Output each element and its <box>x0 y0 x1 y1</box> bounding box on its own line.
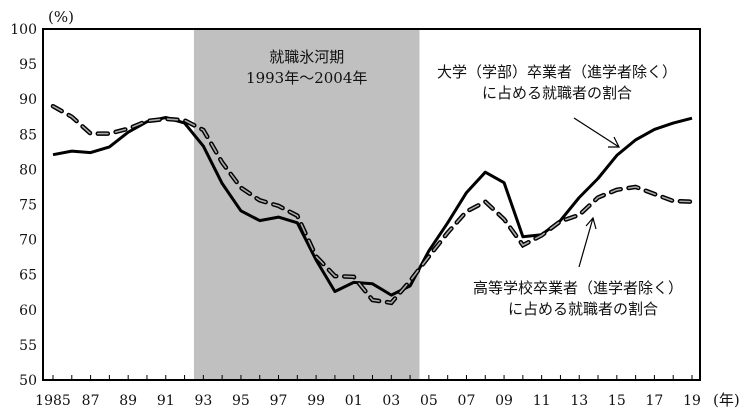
x-tick-label: 03 <box>382 393 400 409</box>
y-tick-label: 65 <box>19 268 37 284</box>
series-line-highschool <box>52 105 693 304</box>
shaded-period-title: 就職氷河期 <box>269 48 344 66</box>
series-label-university-line2: に占める就職者の割合 <box>482 84 632 102</box>
x-tick-label: 09 <box>495 393 513 409</box>
x-tick-label: 07 <box>458 393 476 409</box>
x-tick-label: 05 <box>420 393 438 409</box>
x-tick-label: 13 <box>570 393 588 409</box>
y-tick-label: 85 <box>19 127 37 143</box>
x-tick-label: 1985 <box>35 393 71 409</box>
x-unit-label: (年) <box>713 391 740 409</box>
y-tick-label: 80 <box>19 162 37 178</box>
y-tick-label: 70 <box>19 233 37 249</box>
x-tick-label: 87 <box>82 393 100 409</box>
series-group <box>50 103 695 306</box>
axes-group: 50 55 60 65 70 75 80 85 90 95 100 1985 87 89 91 93 95 97 9… <box>10 22 701 409</box>
x-tick-label: 93 <box>194 393 212 409</box>
x-tick-label: 99 <box>307 393 325 409</box>
y-tick-label: 50 <box>19 373 37 389</box>
series-label-highschool-line2: に占める就職者の割合 <box>508 300 658 318</box>
x-tick-label: 95 <box>232 393 250 409</box>
series-label-highschool-line1: 高等学校卒業者（進学者除く） <box>473 279 683 297</box>
y-tick-label: 95 <box>19 57 37 73</box>
y-tick-label: 100 <box>10 22 37 38</box>
y-unit-label: (%) <box>48 8 74 26</box>
x-tick-label: 19 <box>683 393 701 409</box>
y-tick-label: 60 <box>19 303 37 319</box>
x-tick-label: 01 <box>345 393 363 409</box>
series-label-university-line1: 大学（学部）卒業者（進学者除く） <box>437 63 677 81</box>
x-tick-label: 17 <box>645 393 663 409</box>
y-tick-label: 75 <box>19 198 37 214</box>
x-tick-label: 11 <box>533 393 551 409</box>
shaded-period-rect <box>193 29 420 380</box>
x-tick-label: 97 <box>270 393 288 409</box>
annotation-arrow-highschool <box>578 216 597 268</box>
plot-frame <box>42 28 701 381</box>
x-tick-label: 15 <box>608 393 626 409</box>
shaded-period-group <box>193 29 420 380</box>
y-tick-label: 90 <box>19 92 37 108</box>
annotation-arrow-university <box>573 117 620 148</box>
x-tick-label: 89 <box>119 393 137 409</box>
shaded-period-subtitle: 1993年～2004年 <box>246 69 367 87</box>
y-tick-label: 55 <box>19 338 37 354</box>
x-tick-label: 91 <box>157 393 175 409</box>
